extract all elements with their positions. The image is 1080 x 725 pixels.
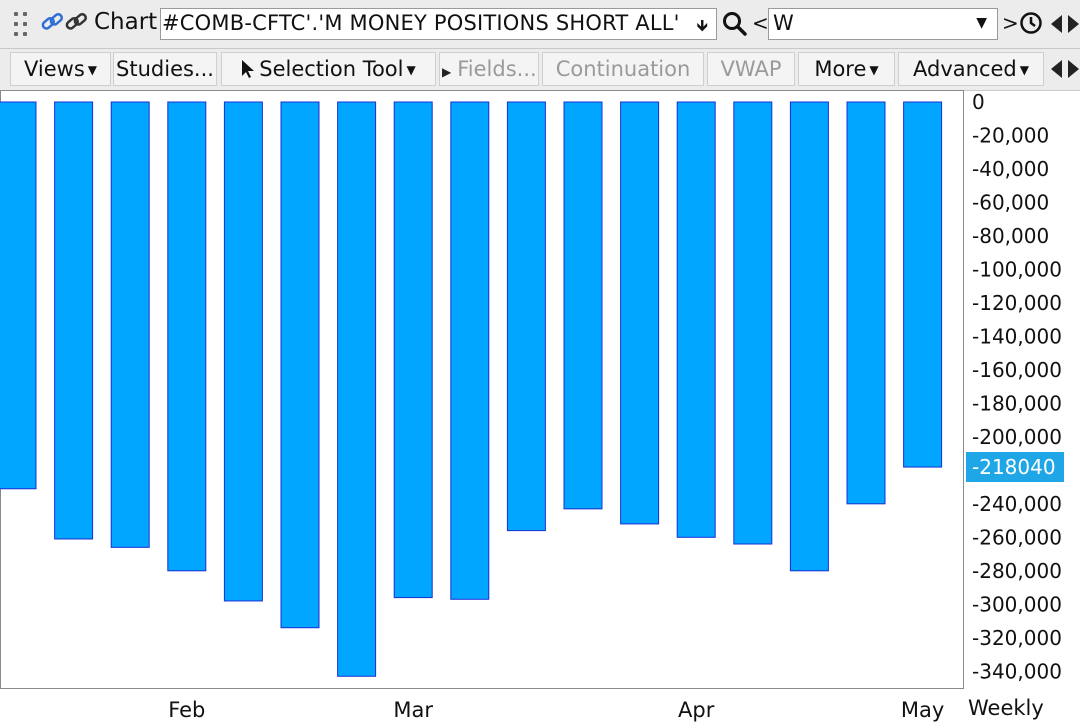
chart-bar[interactable] — [846, 101, 886, 505]
chart-bar[interactable] — [903, 101, 943, 468]
chart-area[interactable]: 0 -20,000 -40,000 -60,000 -80,000 -100,000 -12… — [0, 90, 1080, 725]
secondary-toolbar: Views ▼ Studies... Selection Tool ▼ ▶ Field… — [0, 49, 1080, 91]
symbol-dropdown-icon[interactable]: 🡻 — [696, 16, 709, 35]
studies-label: Studies... — [116, 57, 214, 81]
y-tick-label: -120,000 — [972, 291, 1062, 315]
caret-right-icon: ▶ — [442, 65, 452, 79]
x-tick-label: Mar — [393, 698, 433, 722]
vwap-button[interactable]: VWAP — [707, 52, 795, 86]
chart-bar[interactable] — [54, 101, 94, 540]
y-tick-label: -260,000 — [972, 525, 1062, 549]
chart-bar[interactable] — [450, 101, 490, 600]
y-tick-label: -140,000 — [972, 324, 1062, 348]
y-tick-label: -100,000 — [972, 257, 1062, 281]
chart-bar[interactable] — [280, 101, 320, 629]
search-icon[interactable] — [721, 10, 749, 38]
main-toolbar: Chart #COMB-CFTC'.'M MONEY POSITIONS SHO… — [0, 0, 1080, 49]
y-tick-label: -180,000 — [972, 391, 1062, 415]
more-label: More — [814, 57, 867, 81]
chart-bar[interactable] — [563, 101, 603, 510]
chart-bar[interactable] — [620, 101, 660, 525]
x-tick-label: Feb — [168, 698, 205, 722]
caret-down-icon: ▼ — [406, 63, 416, 77]
y-tick-label: -300,000 — [972, 592, 1062, 616]
chart-bar[interactable] — [110, 101, 150, 548]
chart-bar[interactable] — [393, 101, 433, 599]
drag-grip-icon[interactable] — [14, 12, 32, 36]
continuation-label: Continuation — [555, 57, 691, 81]
cursor-arrow-icon — [242, 60, 255, 78]
chart-bar[interactable] — [0, 101, 37, 490]
interval-footer-label: Weekly — [968, 696, 1044, 720]
y-tick-label: -60,000 — [972, 190, 1049, 214]
more-menu-button[interactable]: More ▼ — [798, 52, 895, 86]
chart-bar[interactable] — [223, 101, 263, 602]
fields-label: Fields... — [457, 57, 537, 81]
advanced-menu-button[interactable]: Advanced ▼ — [898, 52, 1044, 86]
last-value-label: -218040 — [966, 452, 1064, 482]
clock-icon[interactable] — [1019, 11, 1043, 35]
toolbar-scroll-arrows-icon[interactable] — [1050, 13, 1080, 35]
y-tick-label: -40,000 — [972, 157, 1049, 181]
views-label: Views — [23, 57, 85, 81]
fields-button[interactable]: ▶ Fields... — [439, 52, 539, 86]
x-tick-label: Apr — [678, 698, 715, 722]
next-interval-button[interactable]: > — [1002, 11, 1019, 35]
chart-bar[interactable] — [676, 101, 716, 538]
y-tick-label: -200,000 — [972, 425, 1062, 449]
selection-tool-label: Selection Tool — [259, 57, 404, 81]
y-tick-label: -80,000 — [972, 224, 1049, 248]
caret-down-icon: ▼ — [869, 63, 879, 77]
y-tick-label: -280,000 — [972, 559, 1062, 583]
interval-dropdown-icon[interactable]: ▼ — [976, 15, 987, 31]
y-tick-label: -160,000 — [972, 358, 1062, 382]
caret-down-icon: ▼ — [87, 63, 97, 77]
caret-down-icon: ▼ — [1019, 63, 1029, 77]
x-tick-label: May — [901, 698, 944, 722]
chart-bar[interactable] — [733, 101, 773, 545]
y-tick-label: -240,000 — [972, 492, 1062, 516]
bar-chart[interactable]: 0 -20,000 -40,000 -60,000 -80,000 -100,000 -12… — [0, 90, 1080, 725]
link-icon[interactable] — [40, 10, 90, 38]
y-tick-label: -20,000 — [972, 123, 1049, 147]
toolbar2-scroll-arrows-icon[interactable] — [1050, 58, 1080, 80]
continuation-button[interactable]: Continuation — [542, 52, 704, 86]
chart-bar[interactable] — [789, 101, 829, 572]
prev-interval-button[interactable]: < — [752, 11, 769, 35]
chart-bar[interactable] — [167, 101, 207, 572]
views-menu-button[interactable]: Views ▼ — [10, 52, 111, 86]
vwap-label: VWAP — [720, 57, 782, 81]
symbol-input[interactable]: #COMB-CFTC'.'M MONEY POSITIONS SHORT ALL… — [160, 8, 717, 40]
y-tick-label: -320,000 — [972, 626, 1062, 650]
app-title: Chart — [94, 9, 158, 35]
chart-bar[interactable] — [506, 101, 546, 532]
chart-bar[interactable] — [337, 101, 377, 677]
selection-tool-button[interactable]: Selection Tool ▼ — [221, 52, 436, 86]
y-tick-label: -340,000 — [972, 659, 1062, 683]
interval-input[interactable]: W ▼ — [768, 8, 998, 40]
advanced-label: Advanced — [913, 57, 1017, 81]
studies-button[interactable]: Studies... — [113, 52, 217, 86]
y-tick-label: 0 — [972, 90, 985, 114]
symbol-value: #COMB-CFTC'.'M MONEY POSITIONS SHORT ALL… — [162, 11, 680, 35]
interval-value: W — [773, 11, 794, 35]
